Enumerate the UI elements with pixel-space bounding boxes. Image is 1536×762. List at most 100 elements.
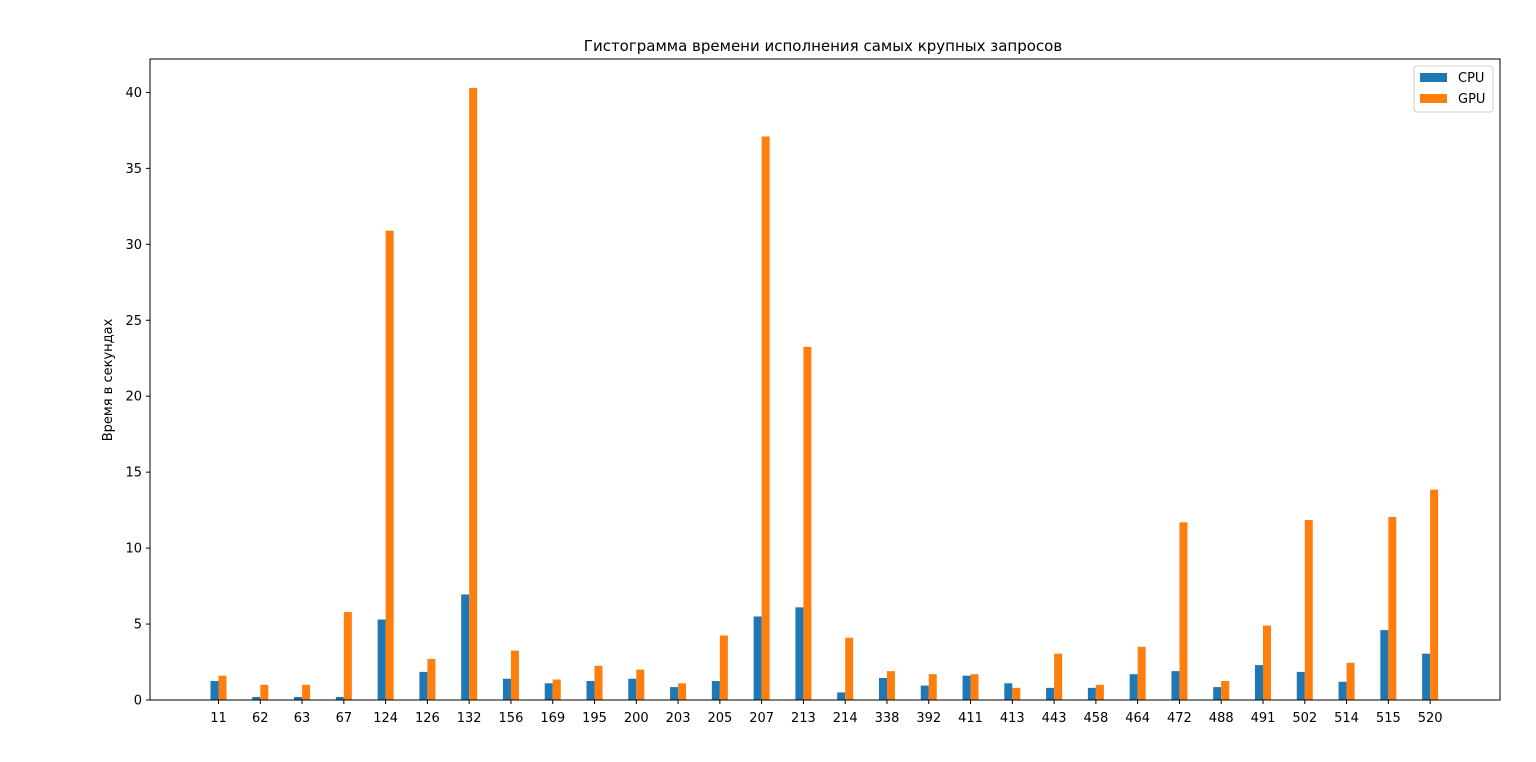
bar-gpu	[302, 684, 311, 700]
x-tick-label: 488	[1209, 711, 1234, 726]
y-tick-label: 25	[125, 314, 142, 329]
bar-gpu	[510, 650, 519, 700]
x-tick-label: 213	[791, 711, 816, 726]
bar-gpu	[1054, 653, 1063, 700]
bar-cpu	[711, 681, 720, 700]
bar-gpu	[260, 684, 269, 700]
bar-gpu	[1430, 489, 1439, 700]
bar-gpu	[1304, 520, 1313, 700]
x-tick-label: 203	[666, 711, 691, 726]
x-tick-label: 132	[457, 711, 482, 726]
bar-gpu	[1012, 687, 1021, 700]
bar-gpu	[1388, 516, 1397, 700]
bar-cpu	[586, 681, 595, 700]
bar-gpu	[678, 683, 687, 700]
bar-gpu	[427, 658, 436, 700]
bar-cpu	[753, 616, 762, 700]
y-axis: 0 5 10 15 20 25 30 35 40	[125, 86, 150, 709]
bar-gpu	[970, 674, 979, 700]
bar-gpu	[343, 611, 352, 700]
bar-cpu	[419, 671, 428, 700]
bar-cpu	[461, 594, 470, 700]
x-tick-label: 207	[749, 711, 774, 726]
bar-cpu	[1171, 671, 1180, 700]
x-tick-label: 67	[336, 711, 353, 726]
x-tick-label: 458	[1083, 711, 1108, 726]
bar-cpu	[1296, 671, 1305, 700]
bar-gpu	[594, 665, 603, 700]
bar-cpu	[670, 687, 679, 700]
legend: CPU GPU	[1413, 65, 1494, 113]
bar-gpu	[803, 346, 812, 700]
x-tick-label: 411	[958, 711, 983, 726]
plot-frame	[149, 58, 1501, 701]
bar-gpu	[1346, 662, 1355, 700]
x-tick-label: 126	[415, 711, 440, 726]
x-tick-label: 214	[833, 711, 858, 726]
bar-cpu	[502, 678, 511, 700]
x-tick-label: 515	[1376, 711, 1401, 726]
x-tick-label: 156	[499, 711, 524, 726]
bar-gpu	[1221, 681, 1230, 700]
bar-cpu	[1380, 630, 1389, 700]
y-tick-label: 20	[125, 390, 142, 405]
x-tick-label: 413	[1000, 711, 1025, 726]
bar-cpu	[294, 696, 303, 700]
legend-label-gpu: GPU	[1458, 92, 1485, 107]
bar-cpu	[1338, 681, 1347, 700]
bar-cpu	[252, 696, 261, 700]
x-tick-label: 169	[540, 711, 565, 726]
x-tick-label: 491	[1251, 711, 1276, 726]
bar-gpu	[719, 635, 728, 700]
bar-cpu	[1213, 687, 1222, 700]
y-tick-label: 0	[134, 694, 142, 709]
bar-gpu	[845, 637, 854, 700]
y-tick-label: 30	[125, 238, 142, 253]
bar-gpu	[1095, 684, 1104, 700]
x-tick-label: 205	[707, 711, 732, 726]
y-tick-label: 40	[125, 86, 142, 101]
x-tick-label: 63	[294, 711, 311, 726]
bar-gpu	[761, 136, 770, 701]
bar-cpu	[878, 677, 887, 700]
y-tick-label: 15	[125, 466, 142, 481]
bar-cpu	[544, 683, 553, 700]
bar-cpu	[837, 692, 846, 700]
bar-cpu	[1046, 687, 1055, 700]
bar-cpu	[1129, 674, 1138, 700]
bar-cpu	[1087, 687, 1096, 700]
x-tick-label: 520	[1418, 711, 1443, 726]
x-tick-label: 502	[1292, 711, 1317, 726]
x-tick-label: 464	[1125, 711, 1150, 726]
bar-gpu	[636, 669, 645, 700]
legend-swatch-gpu	[1420, 94, 1447, 103]
bar-gpu	[469, 87, 478, 701]
x-tick-label: 124	[373, 711, 398, 726]
plot-area	[150, 59, 1500, 700]
x-tick-label: 200	[624, 711, 649, 726]
bar-gpu	[1263, 625, 1271, 700]
x-tick-label: 11	[210, 711, 227, 726]
y-axis-label: Время в секундах	[101, 318, 116, 441]
bar-cpu	[1255, 665, 1263, 700]
bar-gpu	[552, 679, 561, 700]
bar-cpu	[628, 678, 637, 700]
y-tick-label: 5	[134, 618, 142, 633]
x-axis: 11 62 63 67 124 126 132 156 169 195 200 203 205 207 21…	[210, 700, 1443, 726]
x-tick-label: 62	[252, 711, 269, 726]
bar-cpu	[377, 619, 386, 700]
bar-cpu	[335, 696, 344, 700]
y-tick-label: 10	[125, 542, 142, 557]
legend-swatch-cpu	[1420, 73, 1447, 82]
y-tick-label: 35	[125, 162, 142, 177]
x-tick-label: 392	[916, 711, 941, 726]
bar-gpu	[886, 671, 895, 700]
bar-gpu	[928, 674, 937, 700]
bar-cpu	[795, 607, 804, 700]
bar-cpu	[210, 681, 219, 700]
bar-cpu	[962, 675, 971, 700]
legend-label-cpu: CPU	[1458, 71, 1484, 86]
x-tick-label: 443	[1042, 711, 1067, 726]
bar-gpu	[218, 675, 227, 700]
